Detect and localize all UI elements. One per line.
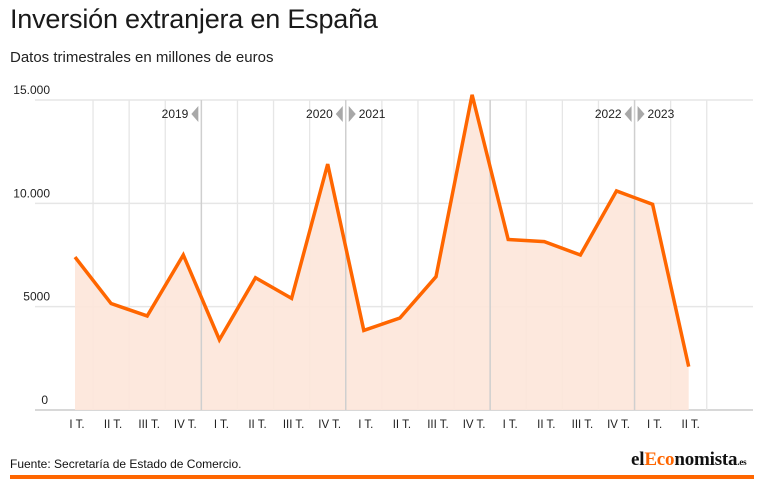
data-point xyxy=(651,202,655,206)
y-tick-label: 0 xyxy=(41,393,48,407)
data-point xyxy=(73,255,77,259)
x-tick-label: IV T. xyxy=(463,419,486,431)
data-point xyxy=(362,328,366,332)
x-tick-label: III T. xyxy=(283,419,305,431)
y-tick-label: 10.000 xyxy=(13,186,50,200)
y-axis-ticks: 0 5000 10.000 15.000 xyxy=(13,83,50,407)
data-point xyxy=(254,276,258,280)
arrow-left-icon xyxy=(335,106,343,122)
series-area xyxy=(75,94,689,410)
line-layer xyxy=(73,93,691,369)
x-tick-label: II T. xyxy=(682,419,700,431)
data-point xyxy=(470,93,474,97)
arrow-left-icon xyxy=(191,106,199,122)
x-tick-label: III T. xyxy=(572,419,594,431)
x-tick-label: I T. xyxy=(69,419,84,431)
data-point xyxy=(398,316,402,320)
chart-subtitle: Datos trimestrales en millones de euros xyxy=(10,49,274,66)
data-point xyxy=(434,275,438,279)
data-point xyxy=(506,238,510,242)
data-point xyxy=(145,314,149,318)
logo-tld: .es xyxy=(737,457,747,467)
x-tick-label: II T. xyxy=(393,419,411,431)
publisher-logo[interactable]: elEconomista.es xyxy=(631,449,747,471)
logo-part-eco: Eco xyxy=(644,449,675,470)
area-layer xyxy=(75,94,689,410)
x-tick-label: III T. xyxy=(427,419,449,431)
arrow-right-icon xyxy=(348,106,356,122)
arrow-right-icon xyxy=(637,106,645,122)
data-point xyxy=(687,365,691,369)
data-point xyxy=(578,253,582,257)
y-tick-label: 15.000 xyxy=(13,83,50,97)
source-note: Fuente: Secretaría de Estado de Comercio… xyxy=(10,457,242,471)
x-tick-label: I T. xyxy=(503,419,518,431)
x-axis-ticks: I T. II T. III T. IV T. I T. II T. III T. IV T.… xyxy=(69,419,699,431)
data-point xyxy=(181,253,185,257)
year-label: 2022 xyxy=(595,107,622,121)
x-tick-label: II T. xyxy=(104,419,122,431)
x-tick-label: IV T. xyxy=(174,419,197,431)
x-tick-label: IV T. xyxy=(318,419,341,431)
arrow-left-icon xyxy=(624,106,632,122)
data-point xyxy=(217,338,221,342)
data-point xyxy=(326,162,330,166)
year-label: 2020 xyxy=(306,107,333,121)
data-point xyxy=(290,296,294,300)
x-tick-label: II T. xyxy=(248,419,266,431)
brand-bar xyxy=(10,475,754,479)
data-point xyxy=(542,240,546,244)
year-label: 2021 xyxy=(359,107,386,121)
logo-part-nomista: nomista xyxy=(674,449,738,470)
chart-title: Inversión extranjera en España xyxy=(10,4,378,34)
data-point xyxy=(109,302,113,306)
logo-part-el: el xyxy=(631,449,645,470)
x-tick-label: I T. xyxy=(358,419,373,431)
year-markers: 2019 2020 2021 2022 2023 xyxy=(162,106,675,122)
x-tick-label: IV T. xyxy=(607,419,630,431)
data-point xyxy=(615,189,619,193)
x-tick-label: II T. xyxy=(537,419,555,431)
series-line xyxy=(73,94,691,367)
x-tick-label: I T. xyxy=(214,419,229,431)
year-label: 2023 xyxy=(648,107,675,121)
x-tick-label: I T. xyxy=(647,419,662,431)
year-label: 2019 xyxy=(162,107,189,121)
y-tick-label: 5000 xyxy=(23,290,50,304)
x-tick-label: III T. xyxy=(138,419,160,431)
